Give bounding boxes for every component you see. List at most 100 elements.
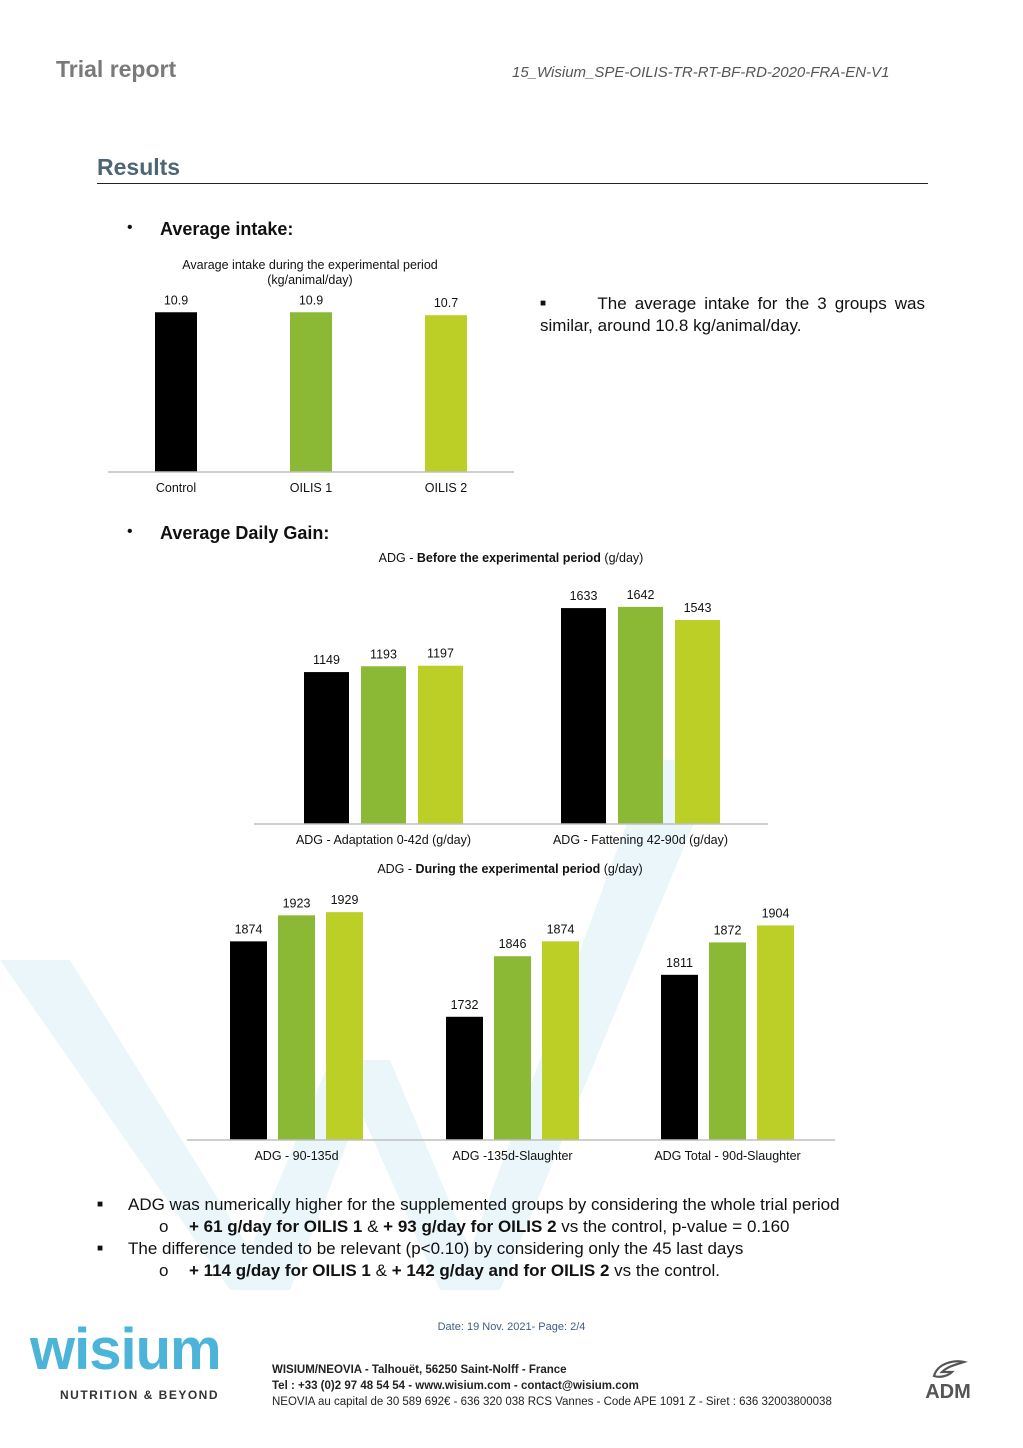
data-label: 1872	[714, 923, 742, 937]
title-prefix: ADG -	[379, 551, 417, 565]
conclusion-item-1: ■ ADG was numerically higher for the sup…	[97, 1194, 957, 1216]
oilis1-gain: + 114 g/day for OILIS 1	[189, 1261, 371, 1280]
conclusion-item-2: ■ The difference tended to be relevant (…	[97, 1238, 957, 1260]
bar	[361, 666, 406, 824]
intake-note-text: The average intake for the 3 groups was …	[540, 294, 925, 335]
adg-during-chart: ADG - During the experimental period (g/…	[187, 862, 835, 1163]
bar	[446, 1016, 483, 1140]
bullet-dot-icon: •	[127, 219, 133, 236]
adm-logo: ADM	[916, 1358, 980, 1404]
bar	[675, 619, 720, 824]
conclusion-text: The difference tended to be relevant (p<…	[128, 1239, 744, 1258]
intake-bullet: •	[127, 219, 133, 237]
bar	[542, 941, 579, 1140]
data-label: 1811	[666, 956, 693, 970]
data-label: 1543	[684, 601, 712, 615]
bullet-dot-icon: •	[127, 523, 133, 540]
conclusion-text: ADG was numerically higher for the suppl…	[128, 1195, 840, 1214]
bar	[418, 665, 463, 824]
wisium-logo-text: wisium	[30, 1317, 222, 1382]
category-label: Control	[156, 481, 196, 495]
data-label: 10.9	[299, 293, 323, 307]
adg-heading: Average Daily Gain:	[160, 523, 330, 543]
company-legal: NEOVIA au capital de 30 589 692€ - 636 3…	[272, 1396, 832, 1408]
data-label: 1929	[331, 893, 359, 907]
data-label: 1904	[762, 906, 790, 920]
category-label: OILIS 2	[425, 481, 467, 495]
title-suffix: (g/day)	[600, 862, 642, 876]
bar	[278, 915, 315, 1140]
data-label: 1874	[547, 922, 575, 936]
category-label: ADG - 90-135d	[254, 1149, 338, 1163]
oilis2-gain: + 93 g/day for OILIS 2	[383, 1217, 557, 1236]
data-label: 1642	[627, 588, 655, 602]
chart-title: Avarage intake during the experimental p…	[182, 258, 438, 272]
title-prefix: ADG -	[377, 862, 415, 876]
data-label: 1874	[235, 922, 263, 936]
company-address: WISIUM/NEOVIA - Talhouët, 56250 Saint-No…	[272, 1362, 832, 1410]
chart-subtitle: (kg/animal/day)	[267, 273, 352, 287]
data-label: 10.7	[434, 296, 458, 310]
adg-bullet: •	[127, 523, 133, 541]
footer-date: Date: 19 Nov. 2021- Page: 2/4	[437, 1321, 586, 1333]
chart-title: ADG - During the experimental period (g/…	[377, 862, 642, 876]
bar	[757, 925, 794, 1140]
square-bullet-icon: ■	[97, 1199, 104, 1210]
conclusion-subitem-1: o + 61 g/day for OILIS 1 & + 93 g/day fo…	[97, 1216, 957, 1238]
section-title: Results	[97, 154, 181, 180]
oilis2-gain: + 142 g/day and for OILIS 2	[391, 1261, 610, 1280]
data-label: 10.9	[164, 293, 188, 307]
report-title: Trial report	[56, 56, 177, 82]
bar	[155, 312, 197, 472]
data-label: 1633	[570, 589, 598, 603]
title-suffix: (g/day)	[601, 551, 643, 565]
intake-heading: Average intake:	[160, 219, 294, 239]
bar	[661, 974, 698, 1140]
data-label: 1732	[451, 998, 479, 1012]
section-divider	[97, 183, 928, 184]
adm-logo-text: ADM	[925, 1381, 971, 1403]
bar	[326, 912, 363, 1140]
category-label: ADG - Fattening 42-90d (g/day)	[553, 833, 728, 847]
bar	[290, 312, 332, 472]
title-bold: During the experimental period	[416, 862, 601, 876]
chart-title: ADG - Before the experimental period (g/…	[379, 551, 644, 565]
data-label: 1193	[370, 647, 397, 661]
circle-bullet-icon: o	[159, 1261, 169, 1280]
data-label: 1846	[499, 937, 527, 951]
data-label: 1923	[283, 896, 311, 910]
pvalue-text: vs the control, p-value = 0.160	[556, 1217, 790, 1236]
bar	[561, 608, 606, 824]
category-label: ADG -135d-Slaughter	[452, 1149, 572, 1163]
wisium-tagline: NUTRITION & BEYOND	[60, 1388, 219, 1402]
data-label: 1149	[313, 653, 340, 667]
circle-bullet-icon: o	[159, 1217, 169, 1236]
connector-text: &	[370, 1261, 392, 1280]
oilis1-gain: + 61 g/day for OILIS 1	[189, 1217, 363, 1236]
document-reference: 15_Wisium_SPE-OILIS-TR-RT-BF-RD-2020-FRA…	[512, 64, 890, 81]
intake-chart: Avarage intake during the experimental p…	[108, 258, 514, 495]
category-label: OILIS 1	[290, 481, 332, 495]
category-label: ADG - Adaptation 0-42d (g/day)	[296, 833, 471, 847]
adm-leaf-icon	[932, 1360, 968, 1378]
control-text: vs the control.	[609, 1261, 721, 1280]
bar	[425, 315, 467, 472]
category-label: ADG Total - 90d-Slaughter	[654, 1149, 800, 1163]
title-bold: Before the experimental period	[417, 551, 601, 565]
square-bullet-icon: ■	[97, 1243, 104, 1254]
bar	[304, 672, 349, 824]
bar	[230, 941, 267, 1140]
company-name: WISIUM/NEOVIA - Talhouët, 56250 Saint-No…	[272, 1364, 567, 1376]
connector-text: &	[362, 1217, 384, 1236]
square-bullet-icon: ■	[540, 298, 550, 309]
adg-before-chart: ADG - Before the experimental period (g/…	[254, 551, 768, 847]
conclusion-subitem-2: o + 114 g/day for OILIS 1 & + 142 g/day …	[97, 1260, 957, 1282]
company-contact: Tel : +33 (0)2 97 48 54 54 - www.wisium.…	[272, 1380, 639, 1392]
data-label: 1197	[427, 647, 454, 661]
conclusions: ■ ADG was numerically higher for the sup…	[97, 1194, 957, 1282]
wisium-logo: wisium NUTRITION & BEYOND	[30, 1317, 250, 1403]
bar	[618, 606, 663, 824]
bar	[494, 956, 531, 1140]
bar	[709, 942, 746, 1140]
intake-note: ■ The average intake for the 3 groups was…	[540, 293, 925, 337]
